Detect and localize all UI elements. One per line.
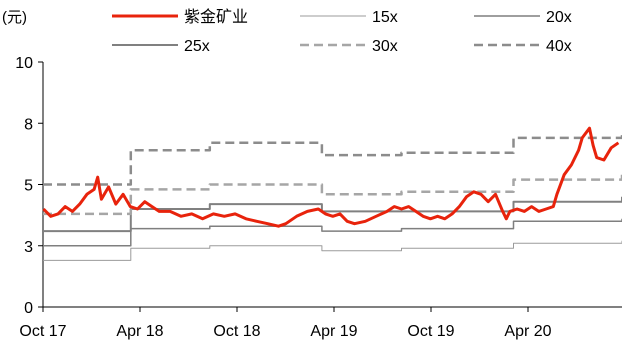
x-tick-label: Oct 17 bbox=[19, 323, 66, 340]
x-tick-label: Apr 18 bbox=[116, 323, 163, 340]
y-tick-label: 5 bbox=[24, 178, 33, 195]
series-line-紫金矿业 bbox=[42, 126, 620, 228]
y-tick-label: 0 bbox=[24, 300, 33, 317]
legend-label-紫金矿业: 紫金矿业 bbox=[184, 8, 248, 26]
series-line-40x bbox=[43, 130, 622, 186]
legend-label-30x: 30x bbox=[372, 38, 398, 55]
series-line-30x bbox=[43, 174, 622, 216]
legend-label-25x: 25x bbox=[184, 38, 210, 55]
legend-label-40x: 40x bbox=[546, 38, 572, 55]
x-ticks: Oct 17 Apr 18 Oct 18 Apr 19 Oct 19 Apr 20 bbox=[19, 307, 552, 340]
legend: 紫金矿业 15x 20x 25x 30x 40x bbox=[112, 8, 572, 55]
y-axis-unit-label: (元) bbox=[2, 9, 27, 26]
x-tick-label: Oct 18 bbox=[213, 323, 260, 340]
y-tick-label: 8 bbox=[24, 116, 33, 133]
legend-label-20x: 20x bbox=[546, 9, 572, 26]
legend-label-15x: 15x bbox=[372, 9, 398, 26]
y-tick-label: 10 bbox=[15, 55, 33, 72]
x-tick-label: Apr 19 bbox=[310, 323, 357, 340]
x-tick-label: Oct 19 bbox=[407, 323, 454, 340]
y-ticks: 0 3 5 8 10 bbox=[15, 55, 43, 317]
x-tick-label: Apr 20 bbox=[504, 323, 551, 340]
series-group bbox=[42, 126, 622, 261]
series-line-15x bbox=[43, 240, 622, 261]
y-tick-label: 3 bbox=[24, 239, 33, 256]
